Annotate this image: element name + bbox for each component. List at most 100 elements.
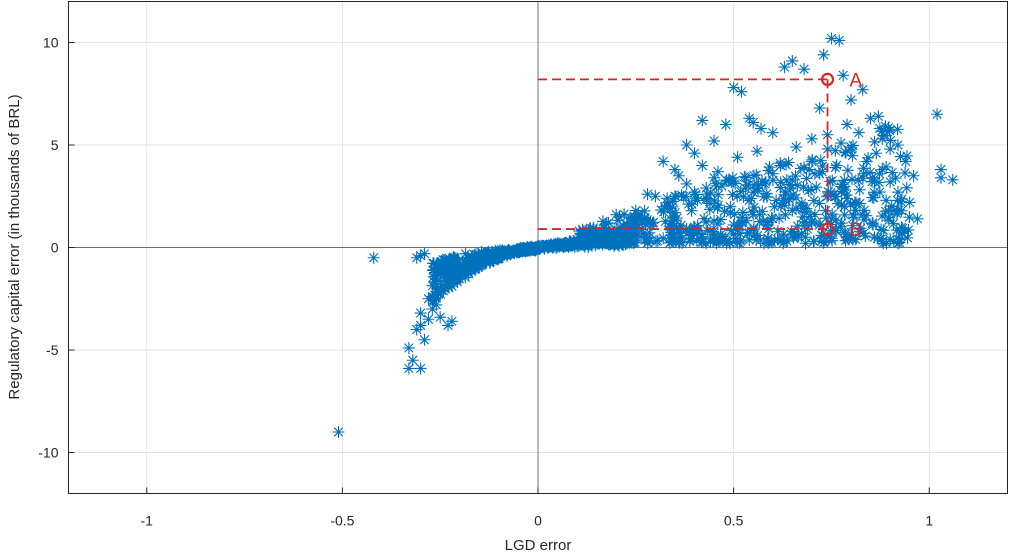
data-point [463,253,475,265]
data-point [884,176,896,188]
x-tick-label: 1 [925,513,933,529]
data-point [368,252,380,264]
data-point [874,186,886,198]
data-point [552,237,564,249]
data-point [515,245,527,257]
y-tick-label: 5 [51,137,59,153]
data-point [411,252,423,264]
data-point [403,342,415,354]
data-point [845,94,857,106]
data-point [736,211,748,223]
data-point [866,192,878,204]
y-tick-label: 10 [43,35,59,51]
data-point [896,227,908,239]
data-point [820,212,832,224]
data-point [618,221,630,233]
data-point [689,221,701,233]
annotation-label: B [850,220,863,241]
data-point [874,122,886,134]
data-point [438,278,450,290]
y-tick-label: -5 [46,342,59,358]
data-point [748,222,760,234]
data-point [892,186,904,198]
data-point [837,182,849,194]
data-point [720,119,732,131]
data-point [852,174,864,186]
data-point [777,237,789,249]
y-tick-label: 0 [51,240,59,256]
data-point [786,205,798,217]
data-point [880,194,892,206]
data-point [644,217,656,229]
data-point [825,32,837,44]
data-point [832,198,844,210]
data-point [935,172,947,184]
data-point [776,197,788,209]
data-point [759,178,771,190]
data-point [664,218,676,230]
data-point [738,171,750,183]
data-point [868,231,880,243]
data-point [724,207,736,219]
data-point [708,135,720,147]
data-point [544,239,556,251]
data-point [798,63,810,75]
data-point [767,213,779,225]
annotation-label: A [850,70,863,91]
data-point [786,174,798,186]
data-point [865,112,877,124]
data-point [818,49,830,61]
data-point [727,189,739,201]
data-point [689,147,701,159]
data-point [563,235,575,247]
data-point [415,307,427,319]
data-point [876,164,888,176]
data-point [868,176,880,188]
data-point [571,233,583,245]
data-point [529,242,541,254]
data-point [801,172,813,184]
data-point [728,176,740,188]
data-point [422,293,434,305]
data-point [810,181,822,193]
data-point [434,262,446,274]
data-point [824,175,836,187]
x-tick-label: 0.5 [724,513,744,529]
data-point [628,215,640,227]
data-point [764,236,776,248]
data-point [778,61,790,73]
data-point [747,209,759,221]
data-point [734,237,746,249]
data-point [716,180,728,192]
data-point [908,170,920,182]
data-point [904,196,916,208]
data-point [430,299,442,311]
data-point [790,141,802,153]
data-point [609,235,621,247]
data-point [708,215,720,227]
x-tick-label: -0.5 [330,513,354,529]
data-point [433,288,445,300]
data-point [899,167,911,179]
data-point [798,162,810,174]
data-point [786,55,798,67]
data-point [657,155,669,167]
data-point [708,231,720,243]
data-point [818,237,830,249]
data-point [903,211,915,223]
data-point [686,205,698,217]
data-point [642,237,654,249]
data-point [673,170,685,182]
data-point [806,155,818,167]
data-point [853,127,865,139]
x-tick-label: -1 [141,513,154,529]
data-point [700,193,712,205]
data-point [883,122,895,134]
data-point [808,235,820,247]
data-point [419,334,431,346]
data-point [762,233,774,245]
data-point [872,110,884,122]
data-point [845,143,857,155]
data-point [422,313,434,325]
data-point [761,191,773,203]
